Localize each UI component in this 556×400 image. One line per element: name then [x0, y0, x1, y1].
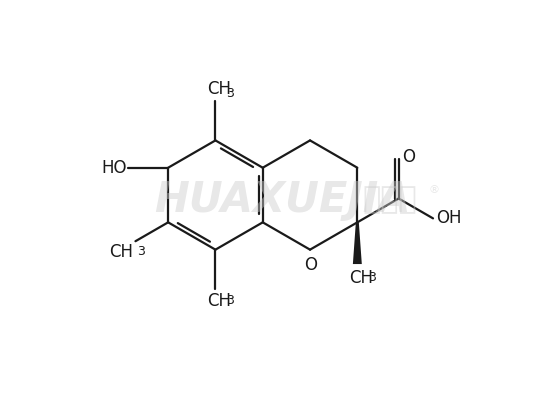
Text: 化学加: 化学加	[363, 186, 417, 214]
Text: 3: 3	[226, 87, 234, 100]
Text: 3: 3	[368, 271, 376, 284]
Text: CH: CH	[349, 269, 374, 287]
Text: O: O	[305, 256, 317, 274]
Text: OH: OH	[436, 209, 461, 227]
Text: 3: 3	[137, 245, 145, 258]
Text: CH: CH	[207, 80, 231, 98]
Polygon shape	[353, 222, 362, 264]
Text: CH: CH	[110, 243, 133, 261]
Text: O: O	[403, 148, 415, 166]
Text: ®: ®	[429, 185, 440, 195]
Text: HO: HO	[101, 159, 126, 177]
Text: 3: 3	[226, 294, 234, 307]
Text: CH: CH	[207, 292, 231, 310]
Text: HUAXUEJIA: HUAXUEJIA	[154, 179, 410, 221]
